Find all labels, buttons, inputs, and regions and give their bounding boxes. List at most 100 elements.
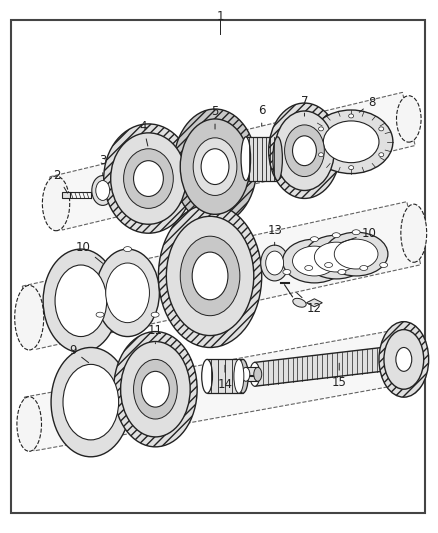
Ellipse shape <box>349 166 353 169</box>
Ellipse shape <box>332 233 340 238</box>
Ellipse shape <box>201 149 229 184</box>
Ellipse shape <box>134 160 163 197</box>
Ellipse shape <box>96 249 159 336</box>
Ellipse shape <box>305 265 313 270</box>
Ellipse shape <box>234 359 244 393</box>
Ellipse shape <box>124 149 173 208</box>
Ellipse shape <box>55 265 107 336</box>
Ellipse shape <box>268 103 340 198</box>
Ellipse shape <box>237 359 248 393</box>
Ellipse shape <box>380 263 388 268</box>
Polygon shape <box>25 328 419 451</box>
Polygon shape <box>255 345 399 386</box>
Ellipse shape <box>285 125 324 176</box>
Ellipse shape <box>318 153 324 157</box>
Ellipse shape <box>349 114 353 118</box>
Ellipse shape <box>104 124 193 233</box>
Ellipse shape <box>141 372 170 407</box>
Ellipse shape <box>124 247 131 252</box>
Ellipse shape <box>193 138 237 196</box>
Text: 1: 1 <box>216 10 224 23</box>
Ellipse shape <box>360 265 368 270</box>
Ellipse shape <box>396 348 412 372</box>
Ellipse shape <box>309 110 393 174</box>
Ellipse shape <box>173 109 257 224</box>
Ellipse shape <box>266 251 283 275</box>
Ellipse shape <box>318 127 324 131</box>
Ellipse shape <box>379 127 384 131</box>
Ellipse shape <box>314 242 358 272</box>
Text: 3: 3 <box>99 154 106 176</box>
Ellipse shape <box>134 359 177 419</box>
Text: 4: 4 <box>140 120 148 146</box>
Ellipse shape <box>15 285 44 350</box>
Ellipse shape <box>134 160 163 197</box>
Text: 7: 7 <box>301 94 308 116</box>
Ellipse shape <box>304 235 368 279</box>
Ellipse shape <box>114 332 197 447</box>
Ellipse shape <box>379 153 384 157</box>
Ellipse shape <box>180 236 240 316</box>
Ellipse shape <box>42 176 70 231</box>
Ellipse shape <box>250 362 260 386</box>
Bar <box>246 367 258 381</box>
Ellipse shape <box>338 270 346 274</box>
Ellipse shape <box>192 252 228 300</box>
Text: 11: 11 <box>148 324 163 344</box>
Text: 10: 10 <box>342 227 377 243</box>
Ellipse shape <box>396 96 421 142</box>
Ellipse shape <box>242 367 250 381</box>
Ellipse shape <box>325 263 332 268</box>
Ellipse shape <box>180 119 250 214</box>
Ellipse shape <box>379 321 429 397</box>
Text: 5: 5 <box>212 106 219 129</box>
Ellipse shape <box>293 246 336 276</box>
Ellipse shape <box>166 216 254 336</box>
Text: 15: 15 <box>332 363 346 389</box>
Ellipse shape <box>273 137 283 181</box>
Ellipse shape <box>106 263 149 322</box>
Ellipse shape <box>96 181 110 200</box>
Ellipse shape <box>293 136 316 166</box>
Ellipse shape <box>293 298 306 307</box>
Ellipse shape <box>96 312 104 317</box>
Text: 2: 2 <box>53 169 67 193</box>
Text: 14: 14 <box>217 365 233 391</box>
Ellipse shape <box>311 237 318 241</box>
Ellipse shape <box>159 204 262 348</box>
Polygon shape <box>307 299 322 307</box>
Text: 13: 13 <box>267 224 282 245</box>
Bar <box>62 192 70 198</box>
Ellipse shape <box>111 133 186 224</box>
Bar <box>207 359 243 393</box>
Ellipse shape <box>201 149 229 184</box>
Bar <box>246 137 278 181</box>
Ellipse shape <box>120 342 190 437</box>
Ellipse shape <box>283 270 291 274</box>
Ellipse shape <box>261 245 289 281</box>
Ellipse shape <box>384 329 424 389</box>
Ellipse shape <box>43 249 119 352</box>
Ellipse shape <box>192 252 228 300</box>
Ellipse shape <box>323 121 379 163</box>
Text: 9: 9 <box>69 344 88 362</box>
Polygon shape <box>49 92 415 230</box>
Ellipse shape <box>92 175 114 205</box>
Ellipse shape <box>51 348 131 457</box>
Text: 6: 6 <box>258 104 265 126</box>
Ellipse shape <box>401 204 427 262</box>
Text: 12: 12 <box>297 293 322 315</box>
Ellipse shape <box>403 331 425 378</box>
Ellipse shape <box>352 230 360 235</box>
Ellipse shape <box>324 232 388 276</box>
Ellipse shape <box>202 359 212 393</box>
Text: 8: 8 <box>359 95 376 112</box>
Polygon shape <box>22 201 420 349</box>
Ellipse shape <box>293 136 316 166</box>
Ellipse shape <box>63 365 119 440</box>
Ellipse shape <box>254 367 262 381</box>
Ellipse shape <box>334 239 378 269</box>
Ellipse shape <box>283 239 346 283</box>
Ellipse shape <box>151 312 159 317</box>
Ellipse shape <box>141 372 170 407</box>
